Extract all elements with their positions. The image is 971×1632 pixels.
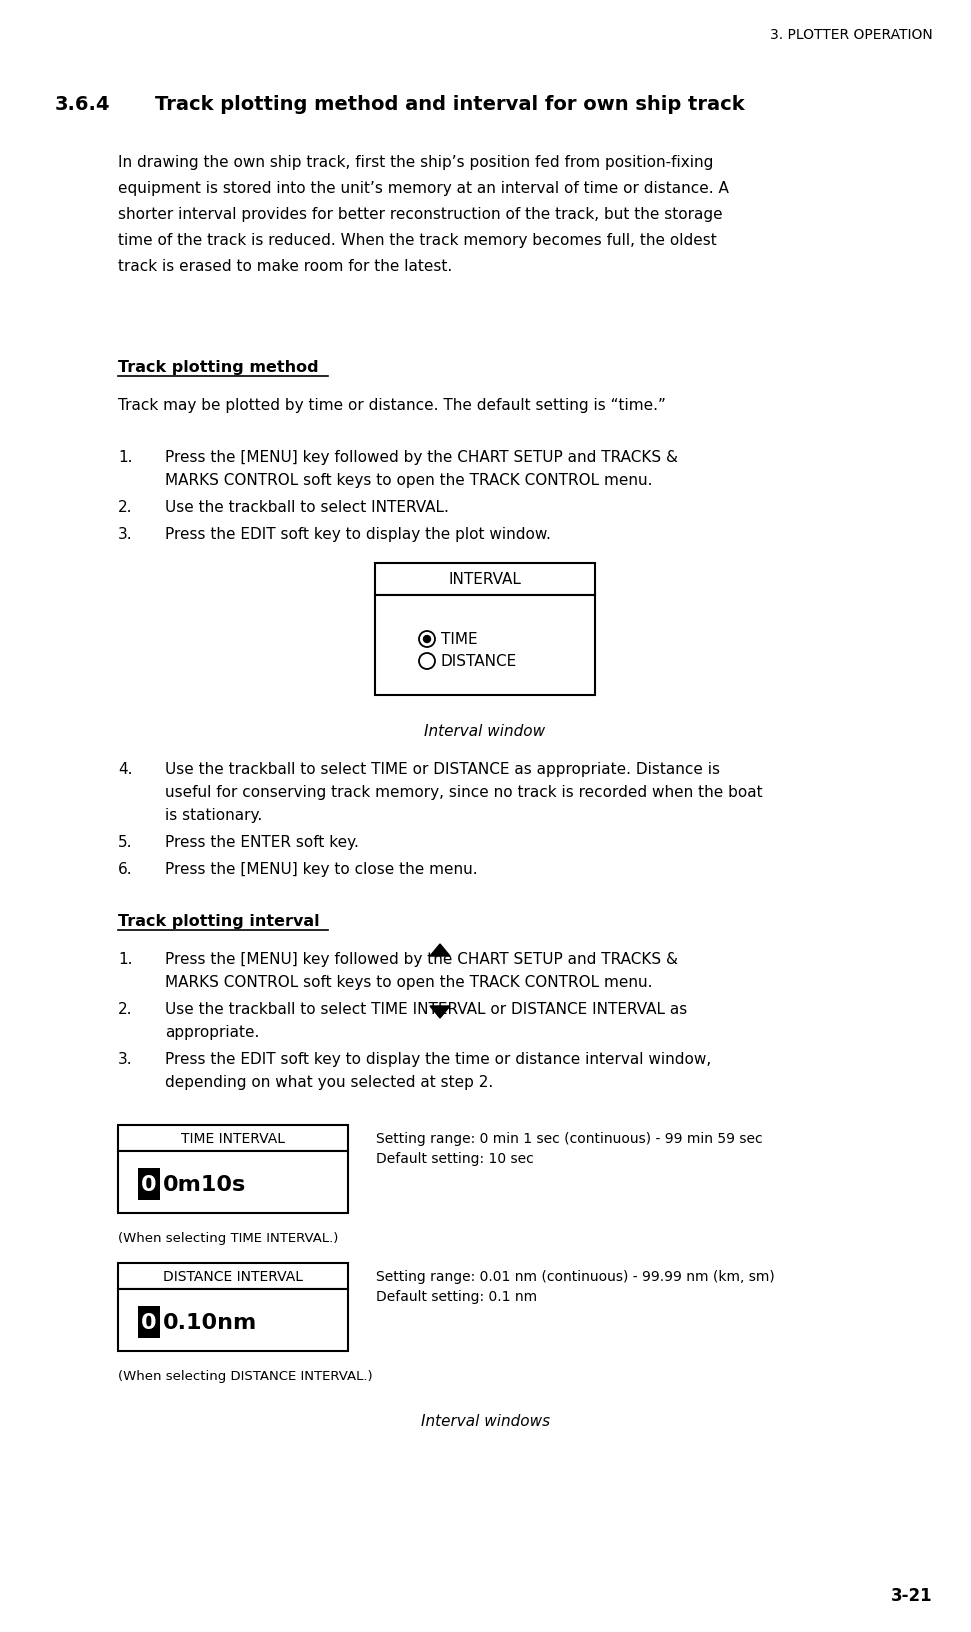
Text: Track may be plotted by time or distance. The default setting is “time.”: Track may be plotted by time or distance… bbox=[118, 398, 666, 413]
Text: Press the [MENU] key to close the menu.: Press the [MENU] key to close the menu. bbox=[165, 862, 478, 876]
Text: Use the trackball to select TIME INTERVAL or DISTANCE INTERVAL as: Use the trackball to select TIME INTERVA… bbox=[165, 1002, 687, 1017]
Bar bbox=[138, 1306, 160, 1338]
Polygon shape bbox=[430, 945, 450, 956]
Text: Press the ENTER soft key.: Press the ENTER soft key. bbox=[165, 834, 359, 850]
Text: MARKS CONTROL soft keys to open the TRACK CONTROL menu.: MARKS CONTROL soft keys to open the TRAC… bbox=[165, 974, 653, 989]
Text: Track plotting method: Track plotting method bbox=[118, 359, 318, 375]
Bar bbox=[118, 1263, 348, 1289]
Text: appropriate.: appropriate. bbox=[165, 1025, 259, 1040]
Text: Interval window: Interval window bbox=[424, 723, 546, 739]
Text: (When selecting TIME INTERVAL.): (When selecting TIME INTERVAL.) bbox=[118, 1231, 338, 1244]
Text: equipment is stored into the unit’s memory at an interval of time or distance. A: equipment is stored into the unit’s memo… bbox=[118, 181, 729, 196]
Text: 5.: 5. bbox=[118, 834, 132, 850]
Text: INTERVAL: INTERVAL bbox=[449, 573, 521, 588]
Bar bbox=[118, 1126, 348, 1151]
Circle shape bbox=[419, 632, 435, 648]
Text: Press the [MENU] key followed by the CHART SETUP and TRACKS &: Press the [MENU] key followed by the CHA… bbox=[165, 450, 678, 465]
Circle shape bbox=[419, 653, 435, 669]
Text: shorter interval provides for better reconstruction of the track, but the storag: shorter interval provides for better rec… bbox=[118, 207, 722, 222]
Text: 1.: 1. bbox=[118, 450, 132, 465]
Text: Default setting: 10 sec: Default setting: 10 sec bbox=[376, 1151, 534, 1165]
Text: 0: 0 bbox=[141, 1175, 156, 1195]
Text: Use the trackball to select INTERVAL.: Use the trackball to select INTERVAL. bbox=[165, 499, 449, 514]
Text: In drawing the own ship track, first the ship’s position fed from position-fixin: In drawing the own ship track, first the… bbox=[118, 155, 714, 170]
Text: useful for conserving track memory, since no track is recorded when the boat: useful for conserving track memory, sinc… bbox=[165, 785, 762, 800]
Text: 3. PLOTTER OPERATION: 3. PLOTTER OPERATION bbox=[770, 28, 933, 42]
Text: Press the EDIT soft key to display the time or distance interval window,: Press the EDIT soft key to display the t… bbox=[165, 1051, 711, 1066]
Text: 0m10s: 0m10s bbox=[163, 1175, 247, 1195]
Bar bbox=[375, 596, 595, 695]
Text: Interval windows: Interval windows bbox=[421, 1413, 550, 1428]
Text: track is erased to make room for the latest.: track is erased to make room for the lat… bbox=[118, 259, 452, 274]
Text: TIME INTERVAL: TIME INTERVAL bbox=[181, 1131, 285, 1146]
Circle shape bbox=[423, 636, 430, 643]
Text: 6.: 6. bbox=[118, 862, 133, 876]
Text: Default setting: 0.1 nm: Default setting: 0.1 nm bbox=[376, 1289, 537, 1304]
Bar bbox=[138, 1169, 160, 1200]
Text: Track plotting method and interval for own ship track: Track plotting method and interval for o… bbox=[155, 95, 745, 114]
Text: MARKS CONTROL soft keys to open the TRACK CONTROL menu.: MARKS CONTROL soft keys to open the TRAC… bbox=[165, 473, 653, 488]
Text: Setting range: 0.01 nm (continuous) - 99.99 nm (km, sm): Setting range: 0.01 nm (continuous) - 99… bbox=[376, 1270, 775, 1283]
Text: DISTANCE INTERVAL: DISTANCE INTERVAL bbox=[163, 1270, 303, 1283]
Text: 3.: 3. bbox=[118, 1051, 133, 1066]
Text: 3.6.4: 3.6.4 bbox=[55, 95, 111, 114]
Polygon shape bbox=[430, 1007, 450, 1018]
Text: 0: 0 bbox=[141, 1312, 156, 1332]
Text: 4.: 4. bbox=[118, 762, 132, 777]
Text: time of the track is reduced. When the track memory becomes full, the oldest: time of the track is reduced. When the t… bbox=[118, 233, 717, 248]
Text: 3.: 3. bbox=[118, 527, 133, 542]
Text: is stationary.: is stationary. bbox=[165, 808, 262, 823]
Text: 3-21: 3-21 bbox=[891, 1586, 933, 1604]
Text: depending on what you selected at step 2.: depending on what you selected at step 2… bbox=[165, 1074, 493, 1089]
Bar bbox=[118, 1151, 348, 1213]
Text: TIME: TIME bbox=[441, 632, 478, 648]
Text: Press the EDIT soft key to display the plot window.: Press the EDIT soft key to display the p… bbox=[165, 527, 551, 542]
Text: 2.: 2. bbox=[118, 1002, 132, 1017]
Text: 2.: 2. bbox=[118, 499, 132, 514]
Text: Use the trackball to select TIME or DISTANCE as appropriate. Distance is: Use the trackball to select TIME or DIST… bbox=[165, 762, 720, 777]
Text: (When selecting DISTANCE INTERVAL.): (When selecting DISTANCE INTERVAL.) bbox=[118, 1369, 373, 1382]
Bar bbox=[118, 1289, 348, 1351]
Text: Track plotting interval: Track plotting interval bbox=[118, 914, 319, 929]
Text: Press the [MENU] key followed by the CHART SETUP and TRACKS &: Press the [MENU] key followed by the CHA… bbox=[165, 951, 678, 966]
Text: 0.10nm: 0.10nm bbox=[163, 1312, 257, 1332]
Text: Setting range: 0 min 1 sec (continuous) - 99 min 59 sec: Setting range: 0 min 1 sec (continuous) … bbox=[376, 1131, 762, 1146]
Text: 1.: 1. bbox=[118, 951, 132, 966]
Text: DISTANCE: DISTANCE bbox=[441, 654, 518, 669]
Bar bbox=[375, 563, 595, 596]
